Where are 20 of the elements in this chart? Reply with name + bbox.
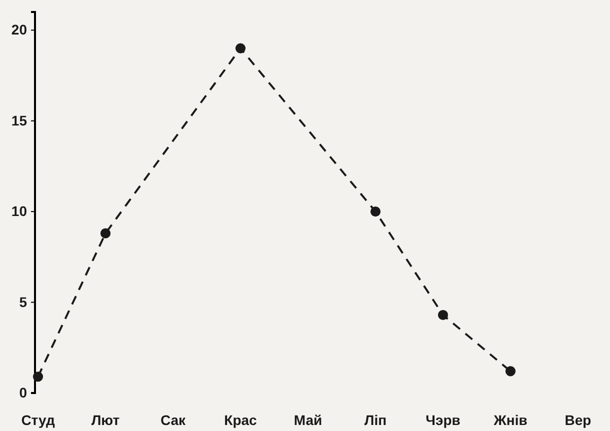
x-tick-label: Крас — [224, 412, 258, 428]
x-tick-label: Жнів — [492, 412, 528, 428]
point — [235, 43, 246, 54]
point — [438, 310, 448, 320]
y-tick-label: 15 — [11, 112, 28, 128]
x-tick-label: Сак — [160, 412, 187, 428]
x-tick-label: Студ — [21, 412, 55, 428]
x-tick-label: Май — [294, 412, 322, 428]
y-tick-label: 0 — [19, 384, 28, 400]
point — [505, 366, 516, 376]
point — [32, 372, 44, 382]
x-tick-label: Ліп — [364, 412, 387, 428]
y-tick-label: 20 — [11, 22, 28, 38]
x-tick-label: Лют — [91, 412, 120, 428]
x-tick-label: Чэрв — [426, 412, 461, 428]
y-tick-label: 5 — [19, 294, 28, 310]
point — [370, 206, 381, 217]
point — [100, 228, 111, 238]
y-tick-label: 10 — [11, 203, 28, 220]
x-tick-label: Вер — [564, 412, 592, 428]
